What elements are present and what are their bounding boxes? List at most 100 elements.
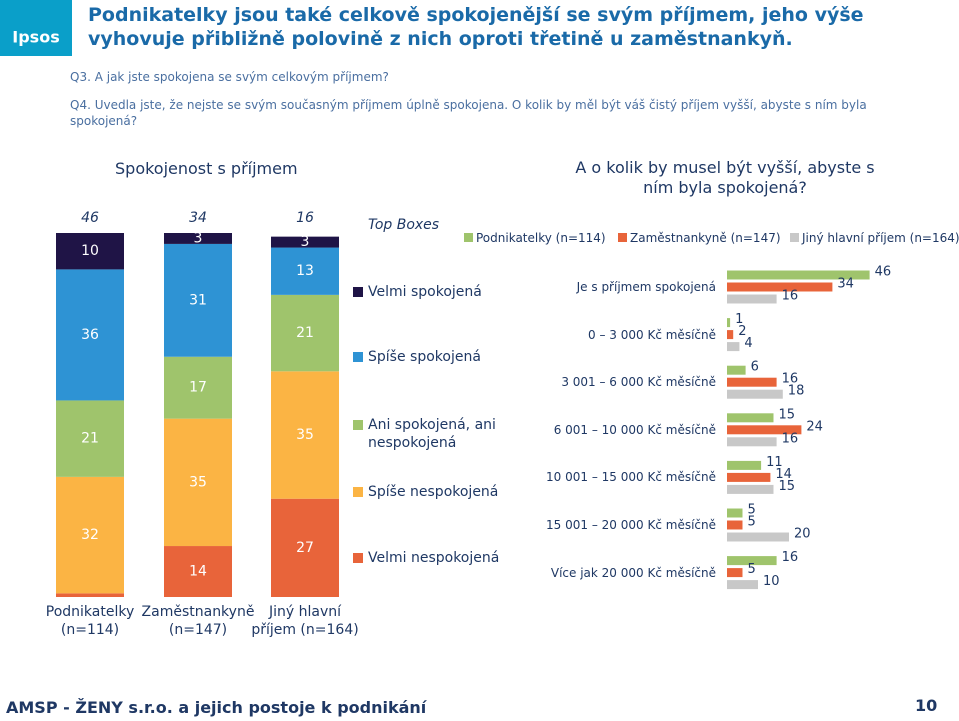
bar (727, 520, 743, 530)
legend-swatch (353, 420, 363, 430)
bar-segment (56, 476, 124, 594)
chart-title: Spokojenost s příjmem (115, 159, 298, 178)
legend-swatch (464, 233, 473, 242)
question: Q4. Uvedla jste, že nejste se svým souča… (70, 98, 867, 128)
value-label: 35 (296, 427, 314, 443)
legend-swatch (353, 287, 363, 297)
x-tick-label: Podnikatelky (n=114) (45, 604, 135, 638)
bar (727, 330, 734, 340)
legend-label: Zaměstnankyně (n=147) (630, 231, 781, 245)
bar-segment (271, 294, 339, 372)
bar (727, 365, 746, 375)
legend-label: Velmi spokojená (368, 284, 482, 300)
legend-label: Podnikatelky (n=114) (476, 231, 606, 245)
value-label: 20 (794, 527, 811, 542)
bar-segment (56, 269, 124, 401)
value-label: 35 (189, 474, 207, 490)
value-label: 31 (189, 292, 207, 308)
y-tick-label: 10 001 – 15 000 Kč měsíčně (546, 470, 716, 485)
value-label: 14 (189, 564, 207, 580)
bar-segment (164, 418, 232, 547)
value-label: 18 (788, 384, 805, 399)
value-label: 3 (194, 230, 203, 246)
bar (727, 413, 774, 423)
legend-label: Spíše spokojená (368, 349, 481, 365)
bar-segment (56, 233, 124, 270)
value-label: 16 (782, 550, 799, 565)
value-label: 10 (763, 574, 780, 589)
bar (727, 484, 774, 494)
legend-label: Spíše nespokojená (368, 484, 499, 500)
bar (727, 532, 789, 542)
y-tick-label: 3 001 – 6 000 Kč měsíčně (561, 375, 716, 390)
bar-segment (164, 546, 232, 597)
value-label: 5 (748, 503, 756, 518)
value-label: 21 (296, 325, 314, 341)
bar-segment (56, 593, 124, 597)
value-label: 14 (775, 467, 792, 482)
value-label: 5 (748, 562, 756, 577)
value-label: 17 (189, 380, 207, 396)
bar (727, 460, 762, 470)
value-label: 6 (751, 360, 759, 375)
legend-swatch (353, 553, 363, 563)
value-label: 15 (779, 479, 796, 494)
x-tick-label: Jiný hlavní příjem (n=164) (251, 604, 359, 638)
bar-segment (164, 243, 232, 357)
value-label: 24 (806, 419, 823, 434)
x-tick-label: Zaměstnankyně (n=147) (141, 604, 255, 638)
legend-swatch (353, 352, 363, 362)
top-box-label: 46 (81, 210, 99, 226)
y-tick-label: 0 – 3 000 Kč měsíčně (588, 327, 716, 342)
value-label: 11 (766, 455, 783, 470)
value-label: 32 (81, 527, 99, 543)
y-tick-label: 15 001 – 20 000 Kč měsíčně (546, 518, 716, 532)
y-tick-label: Je s příjmem spokojená (576, 280, 716, 294)
question: Q3. A jak jste spokojena se svým celkový… (70, 70, 389, 84)
bar (727, 508, 743, 518)
bar-segment (164, 233, 232, 244)
value-label: 15 (779, 407, 796, 422)
logo-box (0, 0, 72, 56)
legend-swatch (790, 233, 799, 242)
bar (727, 580, 758, 590)
value-label: 46 (875, 265, 892, 280)
bar-segment (271, 247, 339, 295)
value-label: 13 (296, 263, 314, 279)
value-label: 16 (782, 372, 799, 387)
bar (727, 270, 870, 280)
value-label: 10 (81, 243, 99, 259)
bar (727, 342, 740, 352)
legend-label: Ani spokojená, ani nespokojená (368, 417, 496, 451)
bar (727, 425, 802, 435)
bar (727, 294, 777, 304)
legend-label: Velmi nespokojená (368, 550, 500, 566)
footer: AMSP - ŽENY s.r.o. a jejich postoje k po… (6, 698, 427, 717)
legend-swatch (353, 487, 363, 497)
bar (727, 318, 731, 328)
chart-title: A o kolik by musel být vyšší, abyste s n… (575, 158, 875, 197)
bar (727, 282, 833, 292)
value-label: 16 (782, 431, 799, 446)
top-box-label: 34 (189, 210, 207, 226)
bar (727, 556, 777, 566)
bar-segment (271, 498, 339, 597)
top-box-label: 16 (296, 210, 314, 226)
page-number: 10 (915, 696, 938, 715)
bar-segment (164, 356, 232, 419)
legend-label: Jiný hlavní příjem (n=164) (802, 231, 959, 245)
bar (727, 472, 771, 482)
value-label: 3 (301, 234, 310, 250)
bar-segment (56, 400, 124, 477)
value-label: 1 (735, 312, 743, 327)
value-label: 21 (81, 431, 99, 447)
bar (727, 437, 777, 447)
logo: Ipsos (12, 28, 59, 47)
bar-segment (271, 236, 339, 248)
bar (727, 377, 777, 387)
bar (727, 568, 743, 578)
value-label: 16 (782, 289, 799, 304)
legend-title: Top Boxes (368, 217, 440, 233)
